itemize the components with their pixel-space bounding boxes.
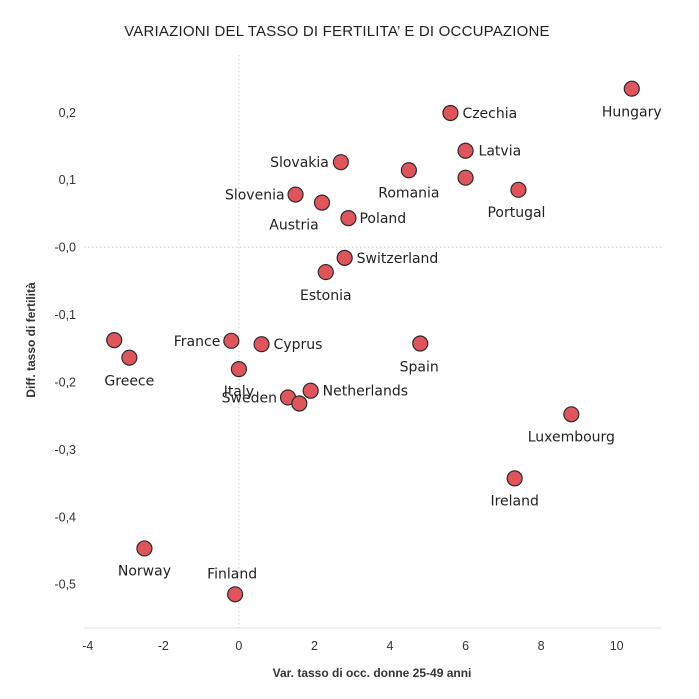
data-point xyxy=(400,162,417,179)
point-label: Switzerland xyxy=(357,251,439,267)
x-tick-label: 0 xyxy=(235,639,242,653)
point-label: Romania xyxy=(378,185,439,201)
point-label: Spain xyxy=(400,360,439,376)
data-point xyxy=(253,336,270,353)
data-point xyxy=(510,181,527,198)
data-point xyxy=(412,335,429,352)
point-label: Czechia xyxy=(462,106,517,122)
y-tick-label: -0,1 xyxy=(54,308,76,322)
data-point xyxy=(332,154,349,171)
x-tick-label: 10 xyxy=(610,639,624,653)
point-label: France xyxy=(174,334,221,350)
data-point xyxy=(457,169,474,186)
y-tick-label: -0,4 xyxy=(54,510,76,524)
point-label: Greece xyxy=(104,374,154,390)
y-axis-label: Diff. tasso di fertilità xyxy=(24,282,38,398)
data-point xyxy=(442,104,459,122)
data-point xyxy=(227,586,244,603)
data-point xyxy=(563,406,580,423)
point-label: Slovakia xyxy=(270,155,329,171)
y-tick-label: -0,5 xyxy=(54,578,76,592)
point-label: Estonia xyxy=(300,288,352,304)
data-point xyxy=(506,470,523,487)
x-tick-label: 6 xyxy=(462,639,469,653)
y-tick-label: -0,2 xyxy=(54,375,76,389)
point-labels: Hungary Czechia Latvia Slovakia Romania Portu… xyxy=(104,105,661,583)
point-label: Netherlands xyxy=(323,384,408,400)
data-point xyxy=(336,249,353,267)
data-point xyxy=(302,382,319,399)
point-label: Finland xyxy=(207,566,257,582)
data-point xyxy=(223,332,240,349)
x-tick-label: 4 xyxy=(387,639,394,653)
data-point xyxy=(457,142,474,159)
y-tick-label: -0,3 xyxy=(54,443,76,457)
x-tick-label: 2 xyxy=(311,639,318,653)
data-point xyxy=(121,349,138,366)
axes: -4 -2 0 2 4 6 8 10 0,2 0,1 -0,0 -0,1 -0,2 -0,3 -0,4 -0,… xyxy=(54,55,662,653)
x-tick-label: -2 xyxy=(158,639,169,653)
data-point xyxy=(340,210,357,227)
point-label: Hungary xyxy=(602,105,662,121)
point-label: Slovenia xyxy=(225,188,285,204)
y-tick-label: 0,1 xyxy=(59,173,76,187)
data-point xyxy=(317,263,334,281)
point-label: Poland xyxy=(359,211,406,227)
data-point xyxy=(106,332,123,349)
data-points xyxy=(106,80,640,603)
point-label: Cyprus xyxy=(274,337,323,353)
chart-title: VARIAZIONI DEL TASSO DI FERTILITA’ E DI … xyxy=(124,23,550,40)
point-label: Sweden xyxy=(222,390,277,406)
point-label: Latvia xyxy=(479,144,522,160)
data-point xyxy=(136,540,153,557)
y-tick-label: 0,2 xyxy=(59,106,76,120)
point-label: Italy xyxy=(224,384,254,400)
x-tick-label: 8 xyxy=(538,639,545,653)
point-label: Austria xyxy=(269,218,318,234)
data-point xyxy=(287,186,304,203)
point-label: Portugal xyxy=(487,205,545,221)
point-label: Luxembourg xyxy=(528,429,615,445)
x-tick-label: -4 xyxy=(82,639,93,653)
data-point xyxy=(230,361,247,378)
data-point xyxy=(291,395,308,412)
x-axis-label: Var. tasso di occ. donne 25-49 anni xyxy=(273,666,472,680)
point-label: Ireland xyxy=(490,493,538,509)
data-point xyxy=(623,80,640,97)
point-label: Norway xyxy=(118,563,171,579)
y-tick-label: -0,0 xyxy=(54,241,76,255)
data-point xyxy=(313,194,331,211)
